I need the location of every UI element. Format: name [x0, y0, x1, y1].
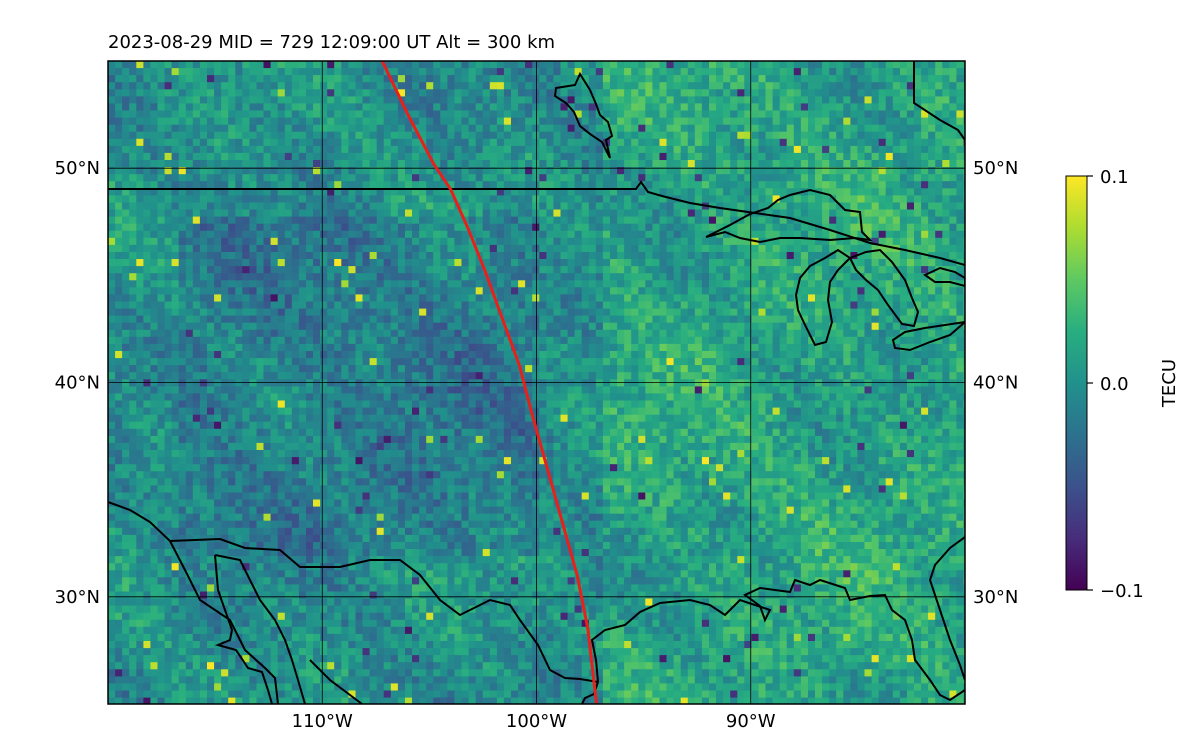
tec-pixel-grid	[108, 61, 965, 704]
lake-superior	[705, 188, 873, 244]
atlantic-coast	[928, 536, 965, 681]
longitude-labels: 110°W 100°W 90°W	[292, 711, 776, 732]
lake-huron	[848, 248, 920, 328]
map-frame	[107, 60, 966, 705]
gulf-coast	[590, 578, 965, 702]
mexico-west-coast	[309, 659, 363, 704]
map-title: 2023-08-29 MID = 729 12:09:00 UT Alt = 3…	[108, 32, 555, 53]
graticule	[108, 61, 965, 704]
lake-michigan	[794, 248, 852, 347]
longitude-label: 90°W	[726, 711, 776, 732]
coastlines-and-borders	[108, 61, 965, 704]
gulf-of-california-coast	[214, 554, 306, 704]
latitude-label: 40°N	[55, 373, 100, 394]
us-mexico-border	[169, 537, 599, 683]
lake-ontario	[923, 266, 965, 288]
colorbar-tick-label: −0.1	[1100, 581, 1144, 602]
tec-map	[107, 60, 966, 705]
colorbar-label: TECU	[1159, 359, 1180, 408]
us-canada-border	[108, 180, 965, 266]
lake-erie	[891, 320, 965, 352]
latitude-label: 50°N	[55, 158, 100, 179]
northern-island	[553, 71, 614, 159]
latitude-label: 50°N	[973, 158, 1018, 179]
latitude-label: 30°N	[55, 587, 100, 608]
longitude-label: 110°W	[292, 711, 353, 732]
colorbar-tick-label: 0.1	[1100, 167, 1129, 188]
latitude-label: 40°N	[973, 373, 1018, 394]
satellite-track	[380, 61, 598, 704]
latitude-labels-left: 50°N 40°N 30°N	[55, 158, 100, 608]
pacific-coast	[108, 501, 279, 704]
colorbar-ramp	[1065, 175, 1088, 591]
colorbar-tick-label: 0.0	[1100, 374, 1129, 395]
longitude-label: 100°W	[506, 711, 567, 732]
colorbar: 0.1 0.0 −0.1 TECU	[1065, 167, 1180, 602]
latitude-labels-right: 50°N 40°N 30°N	[973, 158, 1018, 608]
baja-peninsula	[214, 554, 273, 704]
latitude-label: 30°N	[973, 587, 1018, 608]
northern-coast	[913, 61, 965, 141]
